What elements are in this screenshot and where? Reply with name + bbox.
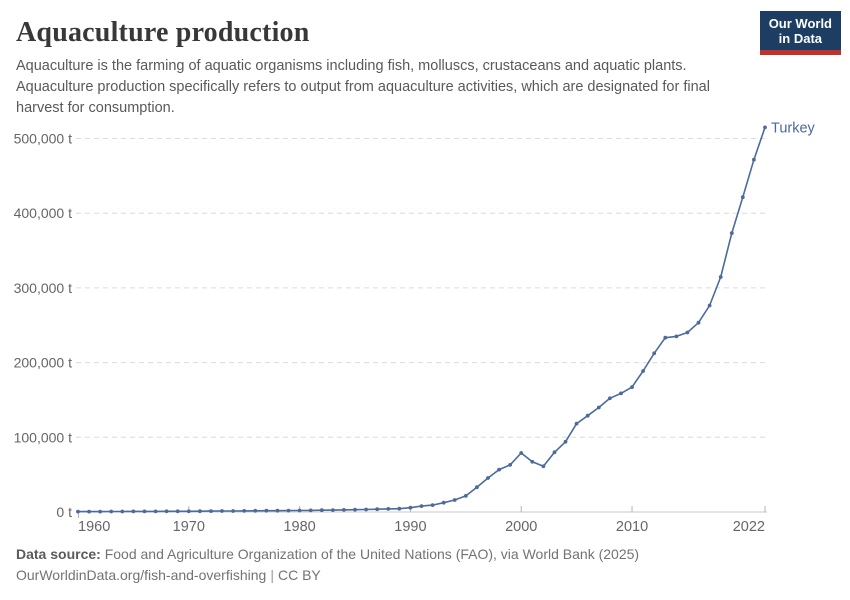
data-line[interactable] <box>78 127 766 513</box>
data-source-text: Food and Agriculture Organization of the… <box>104 546 640 562</box>
owid-logo-line1: Our World <box>768 16 832 31</box>
entity-label[interactable]: Turkey <box>771 120 816 136</box>
chart-footer: Data source: Food and Agriculture Organi… <box>16 544 639 586</box>
svg-text:400,000 t: 400,000 t <box>14 205 72 221</box>
page-title: Aquaculture production <box>16 17 310 48</box>
svg-text:1970: 1970 <box>173 519 205 535</box>
svg-text:200,000 t: 200,000 t <box>14 355 72 371</box>
chart-subtitle: Aquaculture is the farming of aquatic or… <box>16 58 710 116</box>
owid-logo-line2: in Data <box>778 31 823 46</box>
svg-text:1990: 1990 <box>394 519 426 535</box>
license-line: OurWorldinData.org/fish-and-overfishing |… <box>16 565 639 586</box>
data-source-line: Data source: Food and Agriculture Organi… <box>16 544 639 565</box>
data-source-label: Data source: <box>16 546 101 562</box>
svg-text:500,000 t: 500,000 t <box>14 131 72 147</box>
y-gridlines <box>76 138 767 513</box>
svg-text:2022: 2022 <box>733 519 765 535</box>
data-points[interactable] <box>76 125 767 514</box>
svg-text:300,000 t: 300,000 t <box>14 280 72 296</box>
svg-text:100,000 t: 100,000 t <box>14 429 72 445</box>
svg-text:2010: 2010 <box>616 519 648 535</box>
svg-text:1980: 1980 <box>283 519 315 535</box>
footer-url-link[interactable]: OurWorldinData.org/fish-and-overfishing <box>16 567 267 583</box>
owid-logo[interactable]: Our World in Data <box>759 11 841 55</box>
svg-text:2000: 2000 <box>505 519 537 535</box>
svg-text:0 t: 0 t <box>56 504 72 520</box>
footer-license-link[interactable]: CC BY <box>277 567 321 583</box>
x-axis: 1960 1970 1980 1990 2000 2010 2022 <box>78 506 766 535</box>
svg-text:1960: 1960 <box>78 519 110 535</box>
y-axis-labels: 0 t 100,000 t 200,000 t 300,000 t 400,000 t 5… <box>14 131 72 521</box>
footer-separator: | <box>270 567 274 583</box>
